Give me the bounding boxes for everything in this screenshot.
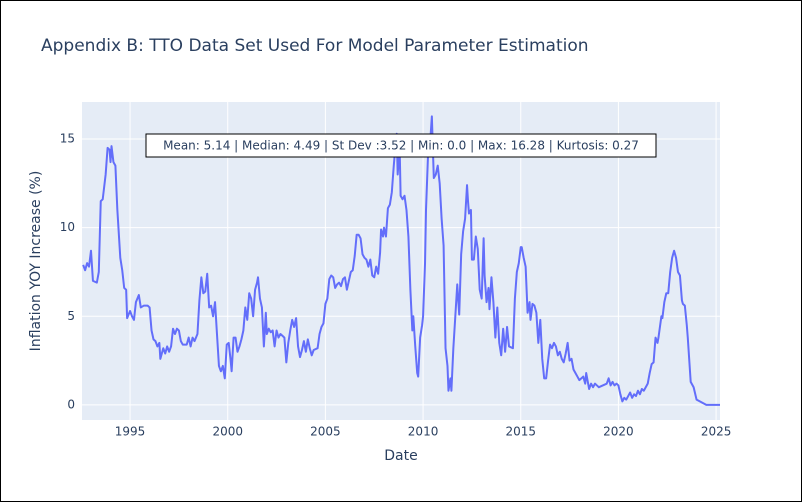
y-tick-label: 5	[67, 309, 75, 323]
x-tick-label: 2020	[603, 425, 634, 439]
stats-box	[145, 133, 657, 158]
x-tick-label: 2010	[408, 425, 439, 439]
x-tick-label: 2025	[701, 425, 732, 439]
x-tick-label: 2000	[212, 425, 243, 439]
x-axis-label: Date	[384, 448, 417, 464]
series	[82, 115, 720, 406]
stats-annotation: Mean: 5.14 | Median: 4.49 | St Dev :3.52…	[163, 139, 639, 153]
y-axis-label: Inflation YOY Increase (%)	[28, 171, 44, 352]
x-tick-label: 1995	[115, 425, 146, 439]
y-tick-label: 15	[60, 132, 75, 146]
data-line	[82, 115, 720, 406]
y-tick-label: 0	[67, 397, 75, 411]
x-tick-label: 2015	[505, 425, 536, 439]
y-tick-label: 10	[60, 220, 75, 234]
chart-title: Appendix B: TTO Data Set Used For Model …	[41, 36, 589, 56]
x-tick-label: 2005	[310, 425, 341, 439]
